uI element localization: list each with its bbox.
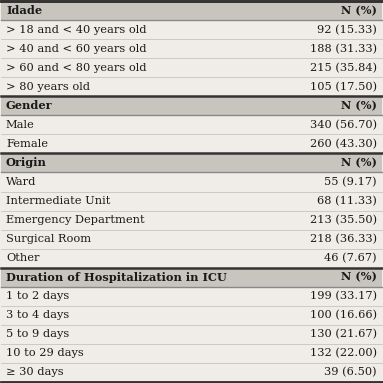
Text: 1 to 2 days: 1 to 2 days <box>6 291 69 301</box>
Text: 188 (31.33): 188 (31.33) <box>310 44 377 54</box>
Text: 340 (56.70): 340 (56.70) <box>310 120 377 130</box>
Text: Male: Male <box>6 120 35 130</box>
Text: 218 (36.33): 218 (36.33) <box>310 234 377 244</box>
Text: 215 (35.84): 215 (35.84) <box>310 63 377 73</box>
Bar <box>2 2 381 20</box>
Text: 3 to 4 days: 3 to 4 days <box>6 310 69 320</box>
Text: Intermediate Unit: Intermediate Unit <box>6 196 110 206</box>
Text: Female: Female <box>6 139 48 149</box>
Text: > 60 and < 80 years old: > 60 and < 80 years old <box>6 63 146 73</box>
Text: > 80 years old: > 80 years old <box>6 82 90 92</box>
Text: 105 (17.50): 105 (17.50) <box>310 82 377 92</box>
Text: N (%): N (%) <box>341 5 377 16</box>
Bar <box>2 268 381 286</box>
Text: Idade: Idade <box>6 5 42 16</box>
Bar <box>2 154 381 172</box>
Text: Duration of Hospitalization in ICU: Duration of Hospitalization in ICU <box>6 272 227 283</box>
Text: 46 (7.67): 46 (7.67) <box>324 253 377 263</box>
Text: ≥ 30 days: ≥ 30 days <box>6 367 64 377</box>
Text: N (%): N (%) <box>341 157 377 169</box>
Text: 68 (11.33): 68 (11.33) <box>317 196 377 206</box>
Text: 10 to 29 days: 10 to 29 days <box>6 348 84 358</box>
Text: N (%): N (%) <box>341 100 377 111</box>
Text: Other: Other <box>6 253 39 263</box>
Text: 39 (6.50): 39 (6.50) <box>324 367 377 377</box>
Text: Ward: Ward <box>6 177 36 187</box>
Text: 55 (9.17): 55 (9.17) <box>324 177 377 187</box>
Text: Gender: Gender <box>6 100 52 111</box>
Text: > 40 and < 60 years old: > 40 and < 60 years old <box>6 44 146 54</box>
Text: 260 (43.30): 260 (43.30) <box>310 139 377 149</box>
Text: Surgical Room: Surgical Room <box>6 234 91 244</box>
Text: 132 (22.00): 132 (22.00) <box>310 348 377 358</box>
Text: Emergency Department: Emergency Department <box>6 215 144 225</box>
Text: 130 (21.67): 130 (21.67) <box>310 329 377 339</box>
Bar <box>2 97 381 115</box>
Text: 199 (33.17): 199 (33.17) <box>310 291 377 301</box>
Text: 213 (35.50): 213 (35.50) <box>310 215 377 225</box>
Text: 100 (16.66): 100 (16.66) <box>310 310 377 320</box>
Text: 92 (15.33): 92 (15.33) <box>317 25 377 35</box>
Text: N (%): N (%) <box>341 272 377 283</box>
Text: Origin: Origin <box>6 157 47 169</box>
Text: > 18 and < 40 years old: > 18 and < 40 years old <box>6 25 146 35</box>
Text: 5 to 9 days: 5 to 9 days <box>6 329 69 339</box>
